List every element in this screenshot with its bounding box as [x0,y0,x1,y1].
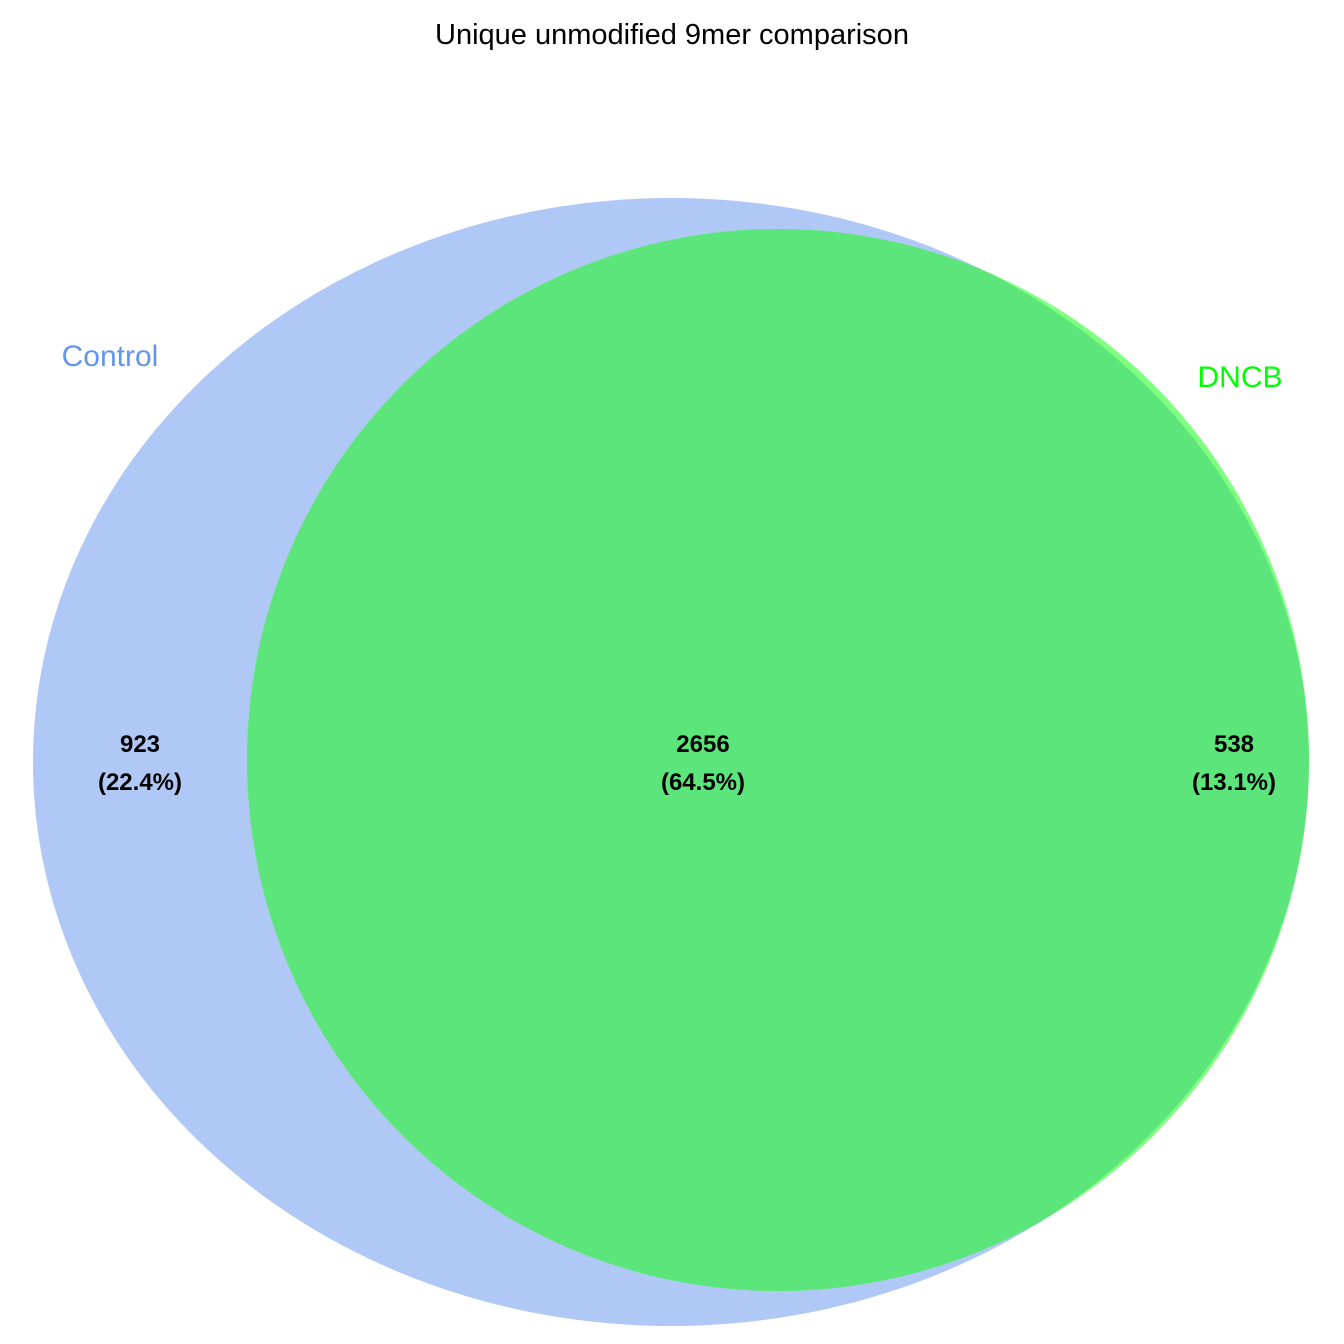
dncb-label: DNCB [1197,361,1282,394]
control-label: Control [62,340,159,373]
diagram-title: Unique unmodified 9mer comparison [435,19,909,51]
dncb-only-count: 538 [1214,731,1254,758]
dncb-only-percent: (13.1%) [1192,769,1276,796]
control-only-percent: (22.4%) [98,769,182,796]
intersection-percent: (64.5%) [661,769,745,796]
intersection-count: 2656 [676,731,729,758]
control-only-count: 923 [120,731,160,758]
overlap-region [247,229,1309,1291]
